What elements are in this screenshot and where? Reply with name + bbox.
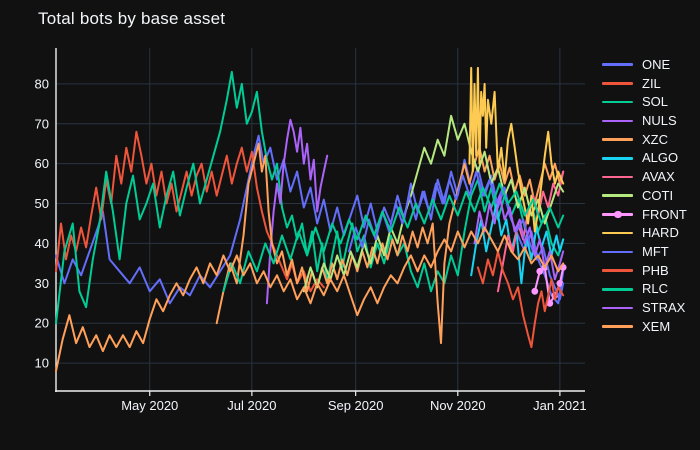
chart-title: Total bots by base asset (38, 9, 226, 28)
legend-swatch-icon (601, 317, 634, 335)
legend-swatch-icon (601, 205, 634, 223)
legend-label: NULS (642, 113, 677, 129)
legend-swatch-icon (601, 243, 634, 261)
legend-swatch-icon (601, 224, 634, 242)
legend-item-xzc[interactable]: XZC (601, 130, 687, 149)
legend-item-xem[interactable]: XEM (601, 317, 687, 336)
legend-swatch-icon (601, 130, 634, 148)
x-tick-label: Sep 2020 (328, 398, 384, 413)
x-tick-label: May 2020 (121, 398, 178, 413)
series-line-xem (55, 226, 565, 373)
legend-label: STRAX (642, 300, 686, 316)
legend-item-rlc[interactable]: RLC (601, 280, 687, 299)
y-tick-label: 20 (35, 316, 49, 331)
legend-label: ALGO (642, 150, 679, 166)
y-tick-label: 70 (35, 116, 49, 131)
legend-label: XEM (642, 318, 671, 334)
legend-item-nuls[interactable]: NULS (601, 111, 687, 130)
legend-swatch-icon (601, 261, 634, 279)
y-tick-label: 30 (35, 276, 49, 291)
legend-item-front[interactable]: FRONT (601, 205, 687, 224)
legend-swatch-icon (601, 112, 634, 130)
legend-item-algo[interactable]: ALGO (601, 149, 687, 168)
legend-label: XZC (642, 131, 668, 147)
y-tick-label: 60 (35, 156, 49, 171)
legend-label: FRONT (642, 206, 687, 222)
series-line-nuls (265, 118, 329, 305)
x-tick-label: Jul 2020 (227, 398, 276, 413)
legend-item-zil[interactable]: ZIL (601, 74, 687, 93)
legend-label: HARD (642, 225, 679, 241)
x-tick-label: Jan 2021 (533, 398, 587, 413)
legend-item-phb[interactable]: PHB (601, 261, 687, 280)
legend-label: RLC (642, 281, 669, 297)
legend-label: MFT (642, 244, 669, 260)
legend-item-coti[interactable]: COTI (601, 186, 687, 205)
legend-swatch-icon (601, 280, 634, 298)
legend-label: ONE (642, 56, 671, 72)
series-marker-front (556, 279, 564, 287)
series-line-hard (468, 66, 565, 233)
legend-swatch-icon (601, 55, 634, 73)
legend-swatch-icon (601, 149, 634, 167)
series-marker-front (536, 267, 544, 275)
series-marker-front (546, 299, 554, 307)
series-line-coti (302, 114, 565, 293)
series-marker-front (531, 287, 539, 295)
legend-item-avax[interactable]: AVAX (601, 167, 687, 186)
series-line-rlc (222, 182, 565, 293)
legend-label: COTI (642, 187, 674, 203)
legend-swatch-icon (601, 168, 634, 186)
legend-swatch-icon (601, 299, 634, 317)
legend-label: ZIL (642, 75, 661, 91)
legend-swatch-icon (601, 93, 634, 111)
series-line-phb (476, 250, 565, 349)
series-line-strax (473, 194, 565, 281)
y-tick-label: 50 (35, 196, 49, 211)
legend-label: AVAX (642, 169, 675, 185)
legend-item-sol[interactable]: SOL (601, 92, 687, 111)
legend-item-one[interactable]: ONE (601, 55, 687, 74)
legend-swatch-icon (601, 186, 634, 204)
legend-label: PHB (642, 262, 669, 278)
legend-swatch-icon (601, 74, 634, 92)
legend: ONE ZIL SOL NULS XZC ALGO AVAX COTI FRONT HARD MFT… (601, 55, 687, 336)
y-tick-label: 80 (35, 76, 49, 91)
x-tick-label: Nov 2020 (430, 398, 486, 413)
legend-item-hard[interactable]: HARD (601, 223, 687, 242)
legend-item-mft[interactable]: MFT (601, 242, 687, 261)
y-tick-label: 40 (35, 236, 49, 251)
y-tick-label: 10 (35, 356, 49, 371)
legend-item-strax[interactable]: STRAX (601, 298, 687, 317)
legend-label: SOL (642, 94, 669, 110)
